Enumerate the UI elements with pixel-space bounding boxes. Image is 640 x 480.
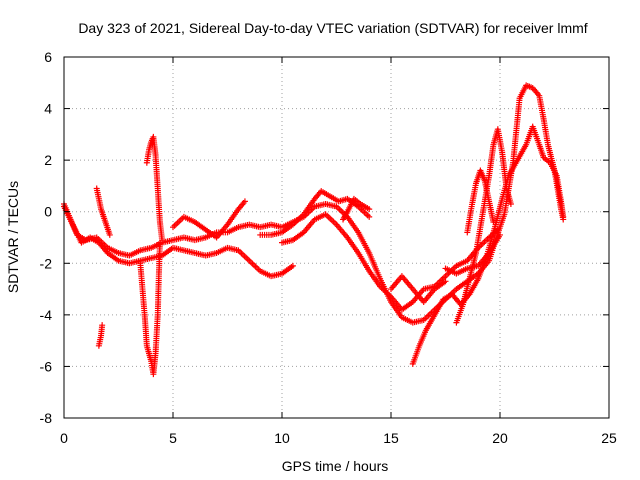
data-point — [366, 206, 373, 213]
x-tick-label: 15 — [383, 430, 399, 446]
data-point — [99, 322, 106, 329]
series-track-2 — [61, 203, 296, 280]
grid-lines — [64, 57, 609, 418]
y-tick-label: -2 — [40, 255, 53, 271]
plot-frame — [63, 56, 610, 419]
series-track-3 — [170, 198, 248, 241]
x-tick-label: 10 — [274, 430, 290, 446]
chart-title: Day 323 of 2021, Sidereal Day-to-day VTE… — [78, 20, 587, 36]
x-tick-label: 5 — [169, 430, 177, 446]
series-track-4 — [257, 188, 373, 238]
data-point — [366, 213, 373, 220]
series-track-6 — [340, 195, 373, 223]
series-spike-1 — [93, 185, 113, 238]
series-spike-3 — [137, 239, 163, 378]
y-tick-label: 4 — [44, 101, 52, 117]
y-axis-title: SDTVAR / TECUs — [5, 181, 21, 293]
data-point — [106, 231, 113, 238]
tick-labels: 0 5 10 15 20 25 -8 -6 -4 -2 0 2 4 6 — [40, 49, 617, 446]
data-point — [507, 200, 514, 207]
data-point — [241, 198, 248, 205]
y-tick-label: 6 — [44, 49, 52, 65]
series-spike-4 — [143, 133, 166, 244]
data-point — [560, 213, 567, 220]
x-tick-label: 20 — [492, 430, 508, 446]
series-track-7 — [388, 273, 449, 305]
y-tick-label: 0 — [44, 204, 52, 220]
x-tick-label: 25 — [601, 430, 617, 446]
data-point — [289, 262, 296, 269]
data-point — [159, 237, 166, 244]
series-track-10 — [442, 231, 503, 277]
series-track-11 — [464, 167, 497, 236]
data-point — [494, 226, 501, 233]
y-tick-label: -4 — [40, 307, 53, 323]
data-point — [442, 278, 449, 285]
data-point — [490, 219, 497, 226]
axis-ticks — [63, 56, 610, 419]
x-tick-label: 0 — [60, 430, 68, 446]
series-track-9 — [453, 126, 514, 326]
data-point — [497, 231, 503, 238]
y-tick-label: -6 — [40, 358, 53, 374]
y-tick-label: 2 — [44, 152, 52, 168]
x-axis-title: GPS time / hours — [282, 458, 389, 474]
data-points — [61, 82, 567, 378]
series-track-8 — [409, 123, 567, 367]
series-track-5 — [279, 211, 501, 313]
series-spike-2 — [95, 322, 106, 349]
y-tick-label: -8 — [40, 410, 53, 426]
